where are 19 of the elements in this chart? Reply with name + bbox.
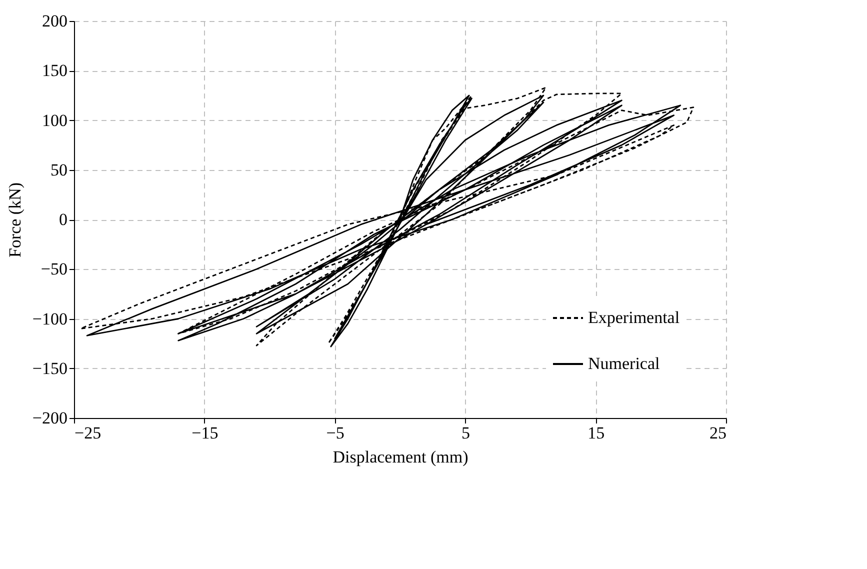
x-tick-label: −25: [74, 424, 102, 442]
x-tick-label: −5: [326, 424, 344, 442]
legend-label: Numerical: [588, 354, 660, 373]
legend-label: Experimental: [588, 308, 680, 327]
x-axis-title: Displacement (mm): [332, 448, 468, 466]
y-tick-label: 100: [42, 110, 68, 130]
y-axis-title: Force (kN): [5, 182, 24, 258]
y-tick-label: −200: [32, 408, 68, 428]
y-tick-label: −150: [32, 358, 68, 378]
x-tick-label: 5: [461, 424, 470, 442]
x-tick-label: 15: [588, 424, 605, 442]
y-tick-label: 50: [50, 160, 68, 180]
x-tick-label: −15: [192, 424, 218, 442]
x-tick-label: 25: [710, 424, 726, 442]
y-tick-label: −50: [40, 260, 68, 279]
y-tick-label: 200: [42, 12, 68, 30]
y-tick-label: −100: [32, 309, 68, 328]
y-tick-label: 150: [42, 61, 68, 80]
y-tick-label: 0: [59, 210, 68, 229]
